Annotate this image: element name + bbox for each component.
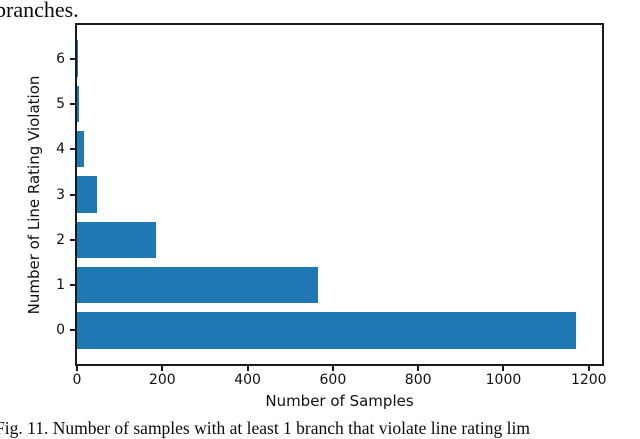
y-tick-mark [70, 102, 75, 105]
y-tick-mark [70, 148, 75, 151]
y-tick-label: 3 [56, 186, 65, 203]
bar-category-6 [77, 40, 78, 77]
y-tick-label: 4 [56, 141, 65, 158]
x-tick-label: 800 [404, 372, 432, 388]
figure-caption: Fig. 11. Number of samples with at least… [0, 418, 530, 438]
bar-category-5 [77, 85, 80, 122]
x-tick-label: 400 [234, 372, 261, 388]
y-axis-label: Number of Line Rating Violation [25, 75, 43, 314]
y-tick-label: 6 [56, 50, 65, 67]
y-tick-label: 0 [56, 322, 65, 339]
x-tick-mark [161, 366, 164, 371]
y-tick-mark [70, 57, 75, 60]
y-tick-label: 2 [56, 231, 65, 248]
x-tick-mark [331, 366, 334, 371]
x-tick-mark [502, 366, 505, 371]
x-tick-mark [246, 366, 249, 371]
bar-category-3 [77, 176, 98, 213]
x-tick-mark [417, 366, 420, 371]
chart-plot-area [75, 23, 604, 366]
x-tick-mark [587, 366, 590, 371]
y-tick-mark [70, 284, 75, 287]
x-tick-label: 1000 [485, 372, 522, 388]
body-text-fragment: branches. [0, 0, 79, 22]
y-tick-label: 5 [56, 95, 65, 112]
bar-category-4 [77, 131, 84, 168]
y-tick-mark [70, 193, 75, 196]
x-tick-label: 200 [148, 372, 176, 388]
bar-category-0 [77, 312, 576, 349]
bar-category-2 [77, 221, 157, 258]
y-tick-mark [70, 238, 75, 241]
x-tick-mark [76, 366, 78, 371]
y-tick-label: 1 [56, 277, 65, 294]
x-tick-label: 600 [319, 372, 347, 388]
bar-category-1 [77, 267, 318, 304]
x-axis-label: Number of Samples [265, 392, 414, 410]
x-tick-label: 0 [72, 372, 82, 388]
x-tick-label: 1200 [570, 372, 607, 388]
y-tick-mark [70, 329, 75, 332]
